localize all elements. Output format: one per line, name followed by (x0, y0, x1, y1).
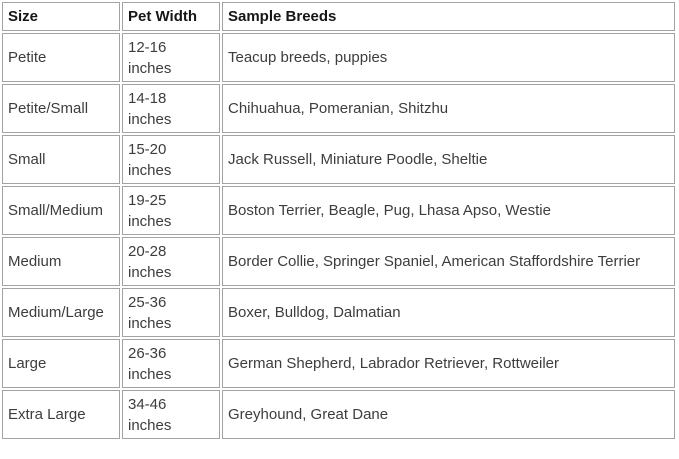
breeds-cell: German Shepherd, Labrador Retriever, Rot… (222, 339, 675, 388)
pet-width-cell: 20-28 inches (122, 237, 220, 286)
table-row: Medium/Large 25-36 inches Boxer, Bulldog… (2, 288, 675, 337)
pet-size-chart-table: Size Pet Width Sample Breeds Petite 12-1… (2, 2, 675, 439)
column-header-size: Size (2, 2, 120, 31)
breeds-cell: Border Collie, Springer Spaniel, America… (222, 237, 675, 286)
pet-width-cell: 19-25 inches (122, 186, 220, 235)
breeds-cell: Chihuahua, Pomeranian, Shitzhu (222, 84, 675, 133)
size-cell: Petite/Small (2, 84, 120, 133)
pet-width-cell: 25-36 inches (122, 288, 220, 337)
pet-width-cell: 14-18 inches (122, 84, 220, 133)
table-row: Petite/Small 14-18 inches Chihuahua, Pom… (2, 84, 675, 133)
breeds-cell: Boxer, Bulldog, Dalmatian (222, 288, 675, 337)
size-cell: Medium (2, 237, 120, 286)
size-cell: Small/Medium (2, 186, 120, 235)
table-row: Small/Medium 19-25 inches Boston Terrier… (2, 186, 675, 235)
pet-width-cell: 15-20 inches (122, 135, 220, 184)
table-row: Extra Large 34-46 inches Greyhound, Grea… (2, 390, 675, 439)
size-cell: Extra Large (2, 390, 120, 439)
breeds-cell: Teacup breeds, puppies (222, 33, 675, 82)
pet-width-cell: 12-16 inches (122, 33, 220, 82)
table-row: Petite 12-16 inches Teacup breeds, puppi… (2, 33, 675, 82)
column-header-breeds: Sample Breeds (222, 2, 675, 31)
breeds-cell: Boston Terrier, Beagle, Pug, Lhasa Apso,… (222, 186, 675, 235)
pet-width-cell: 26-36 inches (122, 339, 220, 388)
table-row: Small 15-20 inches Jack Russell, Miniatu… (2, 135, 675, 184)
size-cell: Petite (2, 33, 120, 82)
table-row: Large 26-36 inches German Shepherd, Labr… (2, 339, 675, 388)
header-row: Size Pet Width Sample Breeds (2, 2, 675, 31)
size-cell: Large (2, 339, 120, 388)
size-cell: Medium/Large (2, 288, 120, 337)
size-cell: Small (2, 135, 120, 184)
breeds-cell: Jack Russell, Miniature Poodle, Sheltie (222, 135, 675, 184)
table-row: Medium 20-28 inches Border Collie, Sprin… (2, 237, 675, 286)
column-header-width: Pet Width (122, 2, 220, 31)
pet-width-cell: 34-46 inches (122, 390, 220, 439)
breeds-cell: Greyhound, Great Dane (222, 390, 675, 439)
